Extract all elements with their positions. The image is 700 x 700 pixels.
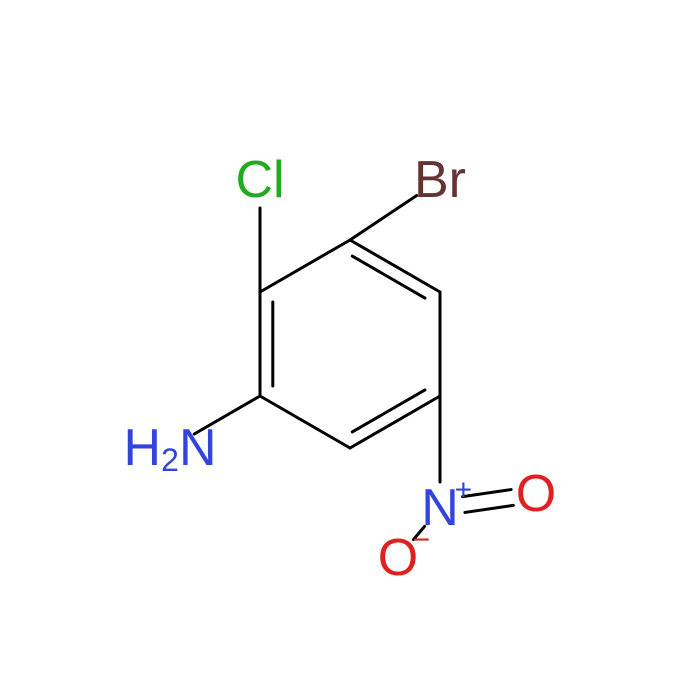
atom-label: Cl — [235, 151, 284, 209]
atom-label: O — [516, 465, 556, 523]
bond — [260, 396, 350, 448]
bond — [350, 196, 417, 240]
bond — [350, 396, 440, 448]
atom-label: Br — [414, 151, 466, 209]
atom-charge: + — [455, 473, 473, 506]
atom-label-nh2: H2N — [123, 419, 216, 478]
bond — [260, 240, 350, 292]
atom-charge: − — [413, 523, 431, 556]
atoms-group: BrClH2NN+OO− — [123, 151, 556, 587]
bond — [350, 240, 440, 292]
bond — [465, 505, 514, 512]
molecule-canvas: BrClH2NN+OO− — [0, 0, 700, 700]
